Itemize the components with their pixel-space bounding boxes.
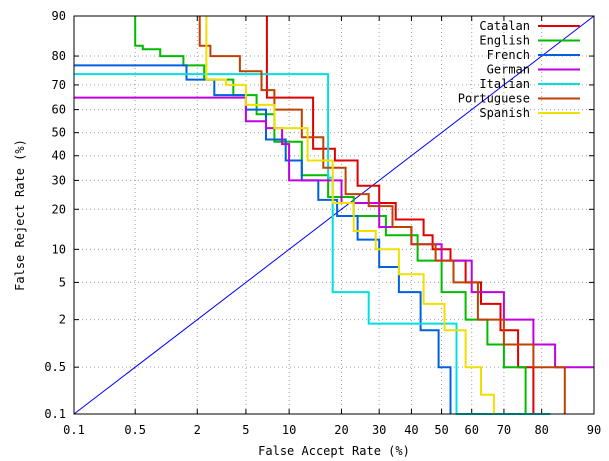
y-tick-label: 0.5	[44, 360, 66, 374]
y-tick-labels: 0.1 0.5 2 5 10 20 30 40 50 60 70 80 90	[44, 9, 66, 421]
series-line-german	[74, 96, 594, 369]
y-tick-label: 30	[52, 173, 66, 187]
legend-label: Italian	[479, 77, 530, 91]
x-tick-label: 5	[242, 423, 249, 437]
legend: CatalanEnglishFrenchGermanItalianPortugu…	[458, 19, 580, 120]
y-tick-label: 50	[52, 126, 66, 140]
reference-line-layer	[73, 15, 595, 415]
y-axis-label: False Reject Rate (%)	[13, 139, 27, 291]
x-tick-label: 2	[194, 423, 201, 437]
x-tick-labels: 0.1 0.5 2 5 10 20 30 40 50 60 70 80 90	[63, 423, 601, 437]
y-tick-label: 90	[52, 9, 66, 23]
legend-label: German	[487, 63, 530, 77]
series-layer	[74, 16, 594, 415]
series-line-italian	[74, 73, 551, 415]
x-tick-label: 70	[497, 423, 511, 437]
y-tick-label: 0.1	[44, 407, 66, 421]
y-tick-label: 20	[52, 202, 66, 216]
x-tick-label: 0.1	[63, 423, 85, 437]
x-tick-label: 80	[534, 423, 548, 437]
y-tick-label: 70	[52, 78, 66, 92]
y-tick-label: 80	[52, 49, 66, 63]
x-axis-label: False Accept Rate (%)	[258, 444, 410, 458]
y-tick-label: 10	[52, 242, 66, 256]
y-tick-label: 2	[59, 313, 66, 327]
x-tick-label: 60	[464, 423, 478, 437]
legend-label: Catalan	[479, 19, 530, 33]
plot-frame	[73, 15, 595, 415]
legend-label: Spanish	[479, 106, 530, 120]
y-tick-label: 40	[52, 149, 66, 163]
series-line-english	[134, 16, 527, 414]
x-tick-label: 40	[404, 423, 418, 437]
series-line-french	[74, 64, 452, 414]
legend-label: English	[479, 34, 530, 48]
legend-label: French	[487, 48, 530, 62]
series-line-portuguese	[198, 16, 566, 414]
y-tick-label: 60	[52, 103, 66, 117]
x-tick-label: 20	[334, 423, 348, 437]
x-tick-label: 30	[372, 423, 386, 437]
series-line-spanish	[205, 16, 495, 414]
y-tick-label: 5	[59, 275, 66, 289]
reference-diagonal	[73, 15, 595, 415]
x-tick-label: 90	[587, 423, 601, 437]
x-tick-label: 0.5	[124, 423, 146, 437]
x-tick-label: 50	[434, 423, 448, 437]
legend-label: Portuguese	[458, 92, 530, 106]
series-line-catalan	[265, 16, 535, 414]
x-tick-label: 10	[282, 423, 296, 437]
